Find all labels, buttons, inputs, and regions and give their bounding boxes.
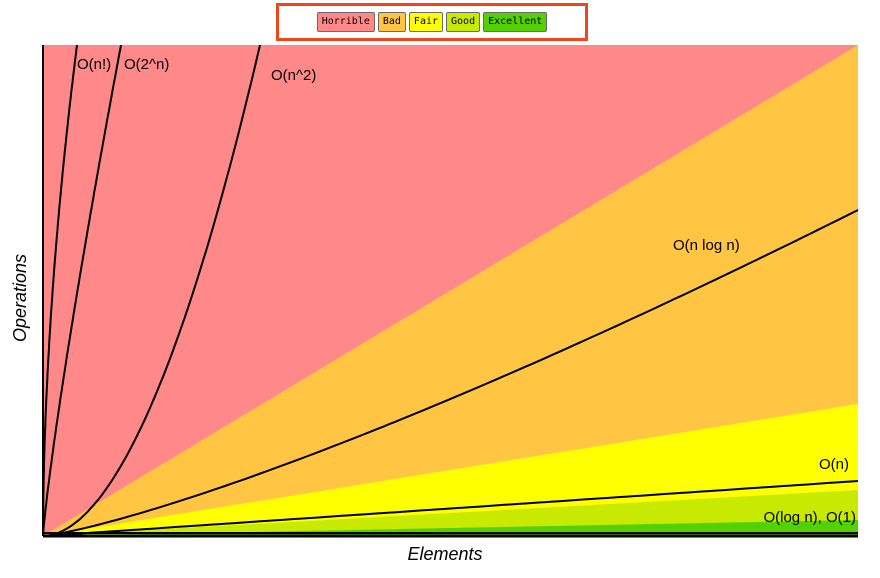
curve-exponential bbox=[42, 44, 122, 537]
curve-quadratic bbox=[42, 44, 261, 537]
region-bad bbox=[43, 45, 858, 536]
y-axis-title: Operations bbox=[10, 254, 30, 342]
curve-labels: O(n!) O(2^n) O(n^2) O(n log n) O(n) O(log n),… bbox=[77, 56, 856, 526]
legend-item-fair: Fair bbox=[408, 12, 444, 32]
complexity-curves bbox=[42, 44, 859, 537]
legend-item-good: Good bbox=[446, 12, 481, 32]
curve-label-logarithmic-constant: O(log n), O(1) bbox=[763, 509, 856, 526]
curve-label-linearithmic: O(n log n) bbox=[673, 237, 740, 254]
legend: Horrible Bad Fair Good Excellent bbox=[276, 3, 588, 41]
curve-linearithmic bbox=[42, 209, 859, 537]
curve-label-factorial: O(n!) bbox=[77, 56, 111, 73]
x-axis-title: Elements bbox=[407, 544, 482, 564]
legend-item-excellent: Excellent bbox=[483, 12, 548, 32]
legend-item-horrible: Horrible bbox=[316, 12, 375, 32]
curve-label-linear: O(n) bbox=[819, 456, 849, 473]
curve-factorial bbox=[42, 44, 78, 537]
legend-item-bad: Bad bbox=[377, 12, 406, 32]
complexity-regions bbox=[43, 45, 858, 536]
curve-label-exponential: O(2^n) bbox=[124, 56, 169, 73]
curve-label-quadratic: O(n^2) bbox=[271, 67, 316, 84]
curve-linear bbox=[42, 480, 859, 537]
